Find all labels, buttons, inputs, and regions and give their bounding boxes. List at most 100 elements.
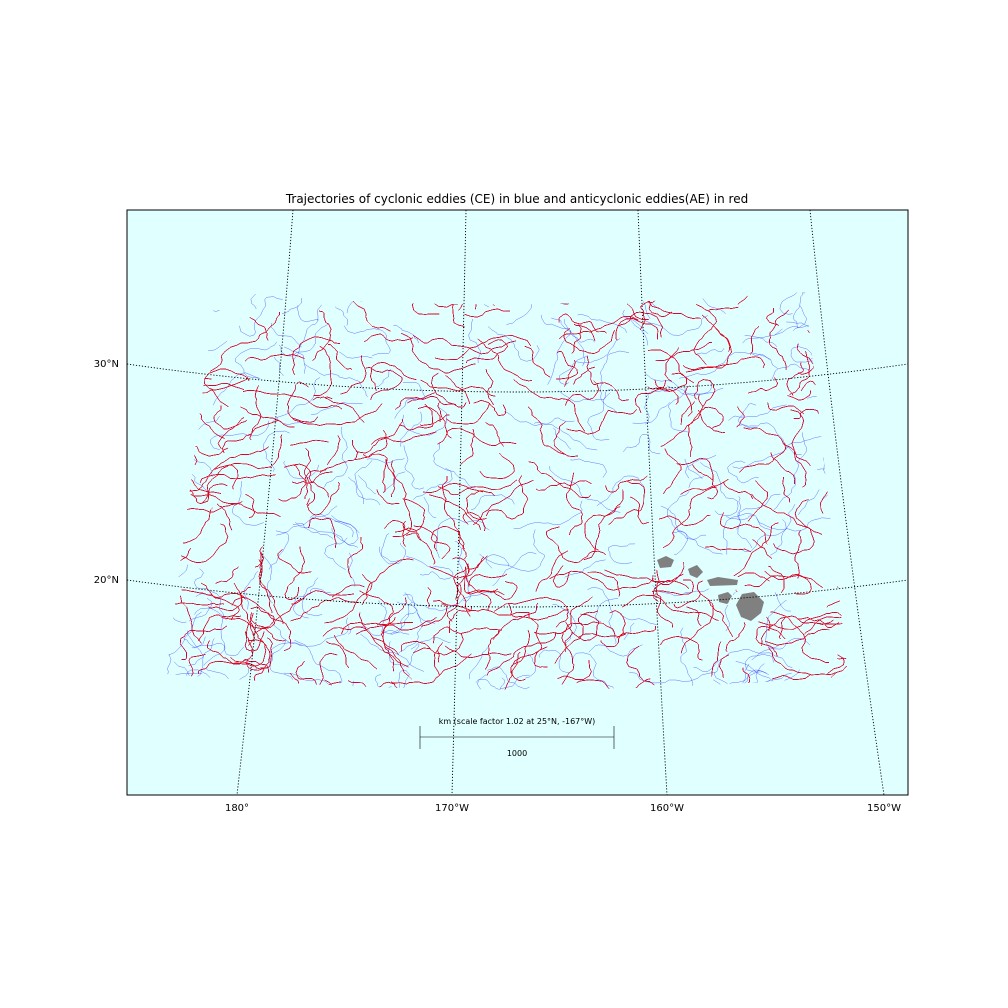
cyclonic-track <box>198 416 221 430</box>
cyclonic-track <box>396 601 436 624</box>
cyclonic-track <box>596 475 646 507</box>
cyclonic-track <box>679 351 778 379</box>
cyclonic-track <box>343 325 391 356</box>
cyclonic-track <box>513 500 583 529</box>
cyclonic-track <box>383 471 406 492</box>
cyclonic-track <box>295 521 358 548</box>
cyclonic-track <box>771 363 812 380</box>
cyclonic-track <box>358 475 376 495</box>
cyclonic-track <box>468 318 481 364</box>
cyclonic-track <box>622 309 649 346</box>
cyclonic-track <box>727 671 767 690</box>
cyclonic-track <box>469 647 489 680</box>
cyclonic-track <box>723 513 771 555</box>
cyclonic-track <box>558 388 613 402</box>
cyclonic-track <box>188 597 213 622</box>
cyclonic-track <box>339 351 373 359</box>
cyclonic-track <box>309 514 354 538</box>
cyclonic-track <box>388 641 420 667</box>
cyclonic-track <box>765 599 787 649</box>
cyclonic-track <box>194 568 227 621</box>
cyclonic-track <box>323 426 348 488</box>
cyclonic-track <box>580 290 651 319</box>
cyclonic-track <box>623 434 661 455</box>
cyclonic-track <box>296 294 320 322</box>
cyclonic-track <box>595 597 619 623</box>
cyclonic-track <box>283 460 319 479</box>
cyclonic-track <box>736 493 781 530</box>
cyclonic-track <box>619 613 657 625</box>
cyclonic-track <box>793 290 810 328</box>
cyclonic-track <box>168 611 202 656</box>
cyclonic-track <box>393 324 419 344</box>
cyclonic-track <box>210 420 269 450</box>
cyclonic-track <box>737 496 753 549</box>
cyclonic-track <box>575 338 621 364</box>
cyclonic-track <box>271 377 321 423</box>
cyclonic-track <box>751 638 811 661</box>
cyclonic-track <box>292 522 334 539</box>
cyclonic-track <box>400 411 423 447</box>
map-ocean <box>127 210 908 795</box>
cyclonic-track <box>534 417 575 425</box>
cyclonic-track <box>744 654 774 673</box>
cyclonic-track <box>629 672 716 684</box>
cyclonic-track <box>194 607 245 656</box>
eddy-trajectories <box>166 290 848 690</box>
cyclonic-track <box>348 476 381 506</box>
cyclonic-track <box>688 476 704 488</box>
cyclonic-track <box>406 556 454 580</box>
cyclonic-track <box>262 555 273 604</box>
cyclonic-track <box>378 600 387 633</box>
cyclonic-track <box>487 326 540 362</box>
cyclonic-track <box>744 335 777 347</box>
cyclonic-track <box>263 430 290 472</box>
cyclonic-track <box>479 529 545 572</box>
cyclonic-track <box>331 521 359 545</box>
cyclonic-track <box>538 649 570 674</box>
cyclonic-track <box>360 633 425 672</box>
cyclonic-track <box>403 445 425 490</box>
cyclonic-track <box>398 612 424 653</box>
cyclonic-track <box>213 372 260 406</box>
cyclonic-track <box>433 442 476 488</box>
cyclonic-track <box>283 346 306 374</box>
cyclonic-track <box>756 517 836 532</box>
cyclonic-track <box>644 371 713 396</box>
cyclonic-track <box>577 314 627 333</box>
cyclonic-track <box>626 317 649 334</box>
cyclonic-track <box>331 515 360 534</box>
cyclonic-track <box>540 314 595 343</box>
cyclonic-track <box>383 594 417 635</box>
cyclonic-track <box>390 601 413 635</box>
cyclonic-track <box>269 530 289 570</box>
cyclonic-track <box>742 328 783 344</box>
cyclonic-track <box>632 401 671 424</box>
cyclonic-track <box>477 674 505 690</box>
cyclonic-track <box>232 481 264 526</box>
cyclonic-track <box>379 546 399 563</box>
cyclonic-track <box>270 323 302 348</box>
cyclonic-track <box>376 368 391 388</box>
cyclonic-track <box>680 627 694 688</box>
cyclonic-track <box>413 467 453 500</box>
cyclonic-track <box>525 653 536 679</box>
cyclonic-track <box>727 460 759 484</box>
cyclonic-track <box>644 390 669 425</box>
cyclonic-track <box>553 427 572 450</box>
cyclonic-track <box>173 661 249 690</box>
scale-bar-value: 1000 <box>507 749 527 758</box>
cyclonic-track <box>281 305 299 314</box>
cyclonic-track <box>435 517 490 559</box>
cyclonic-track <box>410 637 451 650</box>
cyclonic-track <box>191 643 226 666</box>
cyclonic-track <box>737 422 802 455</box>
cyclonic-track <box>728 404 787 421</box>
cyclonic-track <box>752 353 770 360</box>
cyclonic-track <box>471 494 515 510</box>
cyclonic-track <box>572 652 614 689</box>
cyclonic-track <box>366 458 405 464</box>
cyclonic-track <box>558 355 588 385</box>
cyclonic-track <box>283 672 391 690</box>
